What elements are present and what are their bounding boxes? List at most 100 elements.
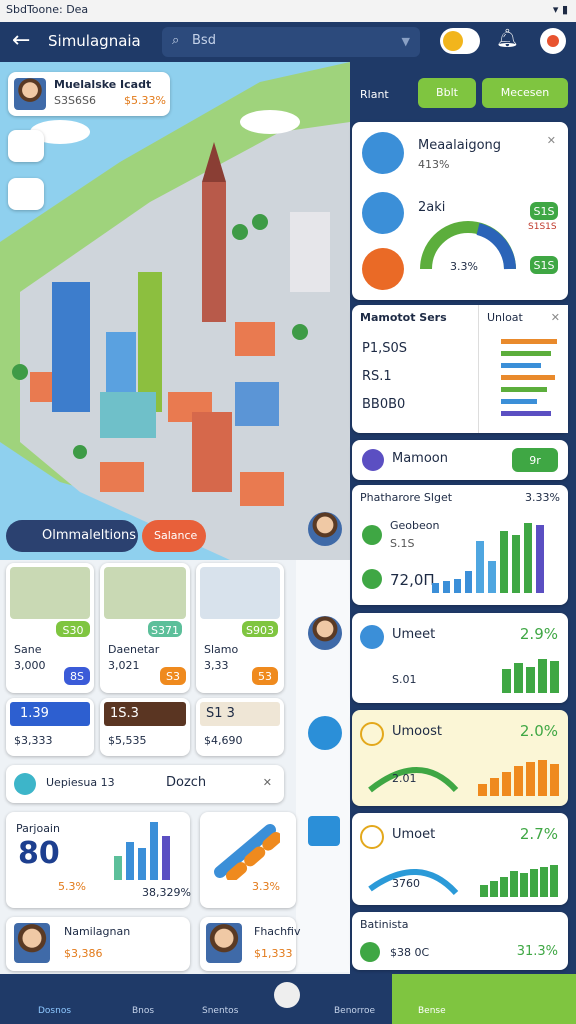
metric-title: Umoost — [392, 724, 442, 739]
gauge-value: 3.3% — [450, 260, 478, 273]
user-avatar[interactable] — [540, 28, 566, 54]
metric-sub: 2.01 — [392, 772, 417, 785]
bell[interactable]: 🔔︎ — [496, 28, 519, 49]
metric-title: Umoet — [392, 827, 436, 842]
bottom-nav: Dosnos Bnos Snentos Benorroe Bense — [0, 974, 576, 1024]
price-tile[interactable]: 1S.3 $5,535 — [100, 698, 190, 756]
nav-item[interactable]: Benorroe — [334, 1006, 376, 1016]
mini-bars — [501, 339, 557, 416]
card-title: Mamoon — [392, 451, 448, 466]
stat-change: 3.3% — [252, 880, 280, 893]
panel-title: Rlant — [360, 88, 389, 101]
price-label: 1.39 — [20, 706, 49, 721]
nav-item[interactable]: Bense — [418, 1006, 446, 1016]
price-tile[interactable]: 1.39 $3,333 — [6, 698, 94, 756]
close[interactable]: ✕ — [262, 776, 272, 789]
list-row: P1,S0S — [362, 341, 408, 356]
card-value: 3.33% — [525, 491, 560, 504]
search-bar[interactable]: Uepiesua 13 Dozch ✕ — [6, 765, 284, 803]
gauge — [420, 221, 516, 270]
stat-card: Meaalaigong 413% ✕ 2aki 3.3% S1S S1S1S S… — [352, 122, 568, 300]
badge: S1S — [530, 256, 558, 274]
side-icon[interactable] — [308, 816, 340, 846]
profile-card[interactable]: Muelalske Icadt S3S6S6 $5.33% — [8, 72, 170, 116]
metric-value: 2.7% — [519, 825, 558, 843]
search-label: Uepiesua 13 — [46, 776, 115, 789]
balance-button[interactable]: Salance — [142, 520, 206, 552]
list-row: RS.1 — [362, 369, 392, 384]
mini-bars — [480, 865, 558, 897]
metric-card: Umoet 2.7% 3760 — [352, 813, 568, 905]
simulations-button[interactable]: Olmmaleltions — [6, 520, 138, 552]
plane-button[interactable] — [8, 130, 44, 162]
metric-card: Umoost 2.0% 2.01 — [352, 710, 568, 806]
search-box[interactable]: ⌕ Bsd ▼ — [162, 27, 420, 57]
mini-bars — [502, 659, 559, 693]
tile-badge: S30 — [56, 621, 90, 637]
nav-item[interactable]: Snentos — [202, 1006, 239, 1016]
nav-item[interactable]: Dosnos — [38, 1006, 72, 1016]
card-label: 2aki — [418, 200, 446, 215]
popup-title: Unloat — [487, 311, 523, 324]
profile-change: $5.33% — [124, 94, 166, 107]
tile[interactable]: S30 Sane 3,000 8S — [6, 563, 94, 693]
tile-tag: 8S — [64, 667, 90, 685]
tile-tag: S3 — [160, 667, 186, 685]
person-card[interactable]: Fhachfiv $1,333 — [200, 917, 301, 971]
card-title: Phatharore Slget — [360, 491, 453, 504]
search-action[interactable]: Dozch — [166, 775, 207, 790]
stat-tile: 3.3% — [200, 812, 296, 908]
button-label: Salance — [154, 529, 198, 542]
stat-change: 5.3% — [58, 880, 86, 893]
side-icon[interactable] — [308, 716, 342, 750]
card-title: Mamotot Sers — [360, 311, 447, 324]
price-tile[interactable]: S1 3 $4,690 — [196, 698, 284, 756]
metric-value: 2.0% — [519, 722, 558, 740]
person-value: $3,386 — [64, 947, 103, 960]
city-map — [0, 62, 350, 560]
nav-item[interactable]: Bnos — [132, 1006, 155, 1016]
tile[interactable]: S371 Daenetar 3,021 S3 — [100, 563, 190, 693]
person-name: Fhachfiv — [254, 925, 301, 938]
tile[interactable]: S903 Slamo 3,33 53 — [196, 563, 284, 693]
avatar[interactable] — [308, 512, 342, 546]
metric-sub: S.01 — [392, 673, 417, 686]
stat-tile: Parjoain 80 5.3% 38,329% — [6, 812, 191, 908]
profile-id: S3S6S6 — [54, 94, 96, 107]
person-card[interactable]: Namilagnan $3,386 — [6, 917, 190, 971]
tile-name: Slamo — [204, 643, 239, 656]
metric-value: 2.9% — [519, 625, 558, 643]
metric-card: Umeet 2.9% S.01 — [352, 613, 568, 703]
building-button[interactable] — [8, 178, 44, 210]
close[interactable]: ✕ — [550, 311, 560, 324]
toggle[interactable] — [440, 28, 480, 54]
tile-value: 3,000 — [14, 659, 46, 672]
tile-name: Sane — [14, 643, 42, 656]
row-card[interactable]: Mamoon 9r — [352, 440, 568, 480]
close[interactable]: ✕ — [546, 134, 556, 147]
pencil-graphic — [214, 824, 280, 880]
price-label: 1S.3 — [110, 706, 139, 721]
status-icons: ▾ ▮ — [552, 3, 568, 16]
avatar[interactable] — [308, 616, 342, 650]
header-button[interactable]: Bblt — [418, 78, 476, 108]
badge-text: S1S1S — [528, 222, 557, 232]
mini-bars — [432, 523, 544, 593]
tile-value: 3,33 — [204, 659, 229, 672]
button-label: Olmmaleltions — [42, 528, 137, 543]
profile-name: Muelalske Icadt — [54, 78, 152, 91]
row-button[interactable]: 9r — [512, 448, 558, 472]
header-button[interactable]: Mecesen — [482, 78, 568, 108]
arc — [368, 868, 459, 896]
nav-highlight — [392, 974, 576, 1024]
nav-center[interactable] — [274, 982, 300, 1008]
person-value: $1,333 — [254, 947, 293, 960]
card-title: Batinista — [360, 918, 409, 931]
price-value: $3,333 — [14, 734, 53, 747]
badge: S1S — [530, 202, 558, 220]
arc — [368, 767, 459, 793]
metric-sub: 3760 — [392, 877, 420, 890]
price-value: $4,690 — [204, 734, 243, 747]
back-button[interactable]: ← — [12, 28, 31, 53]
